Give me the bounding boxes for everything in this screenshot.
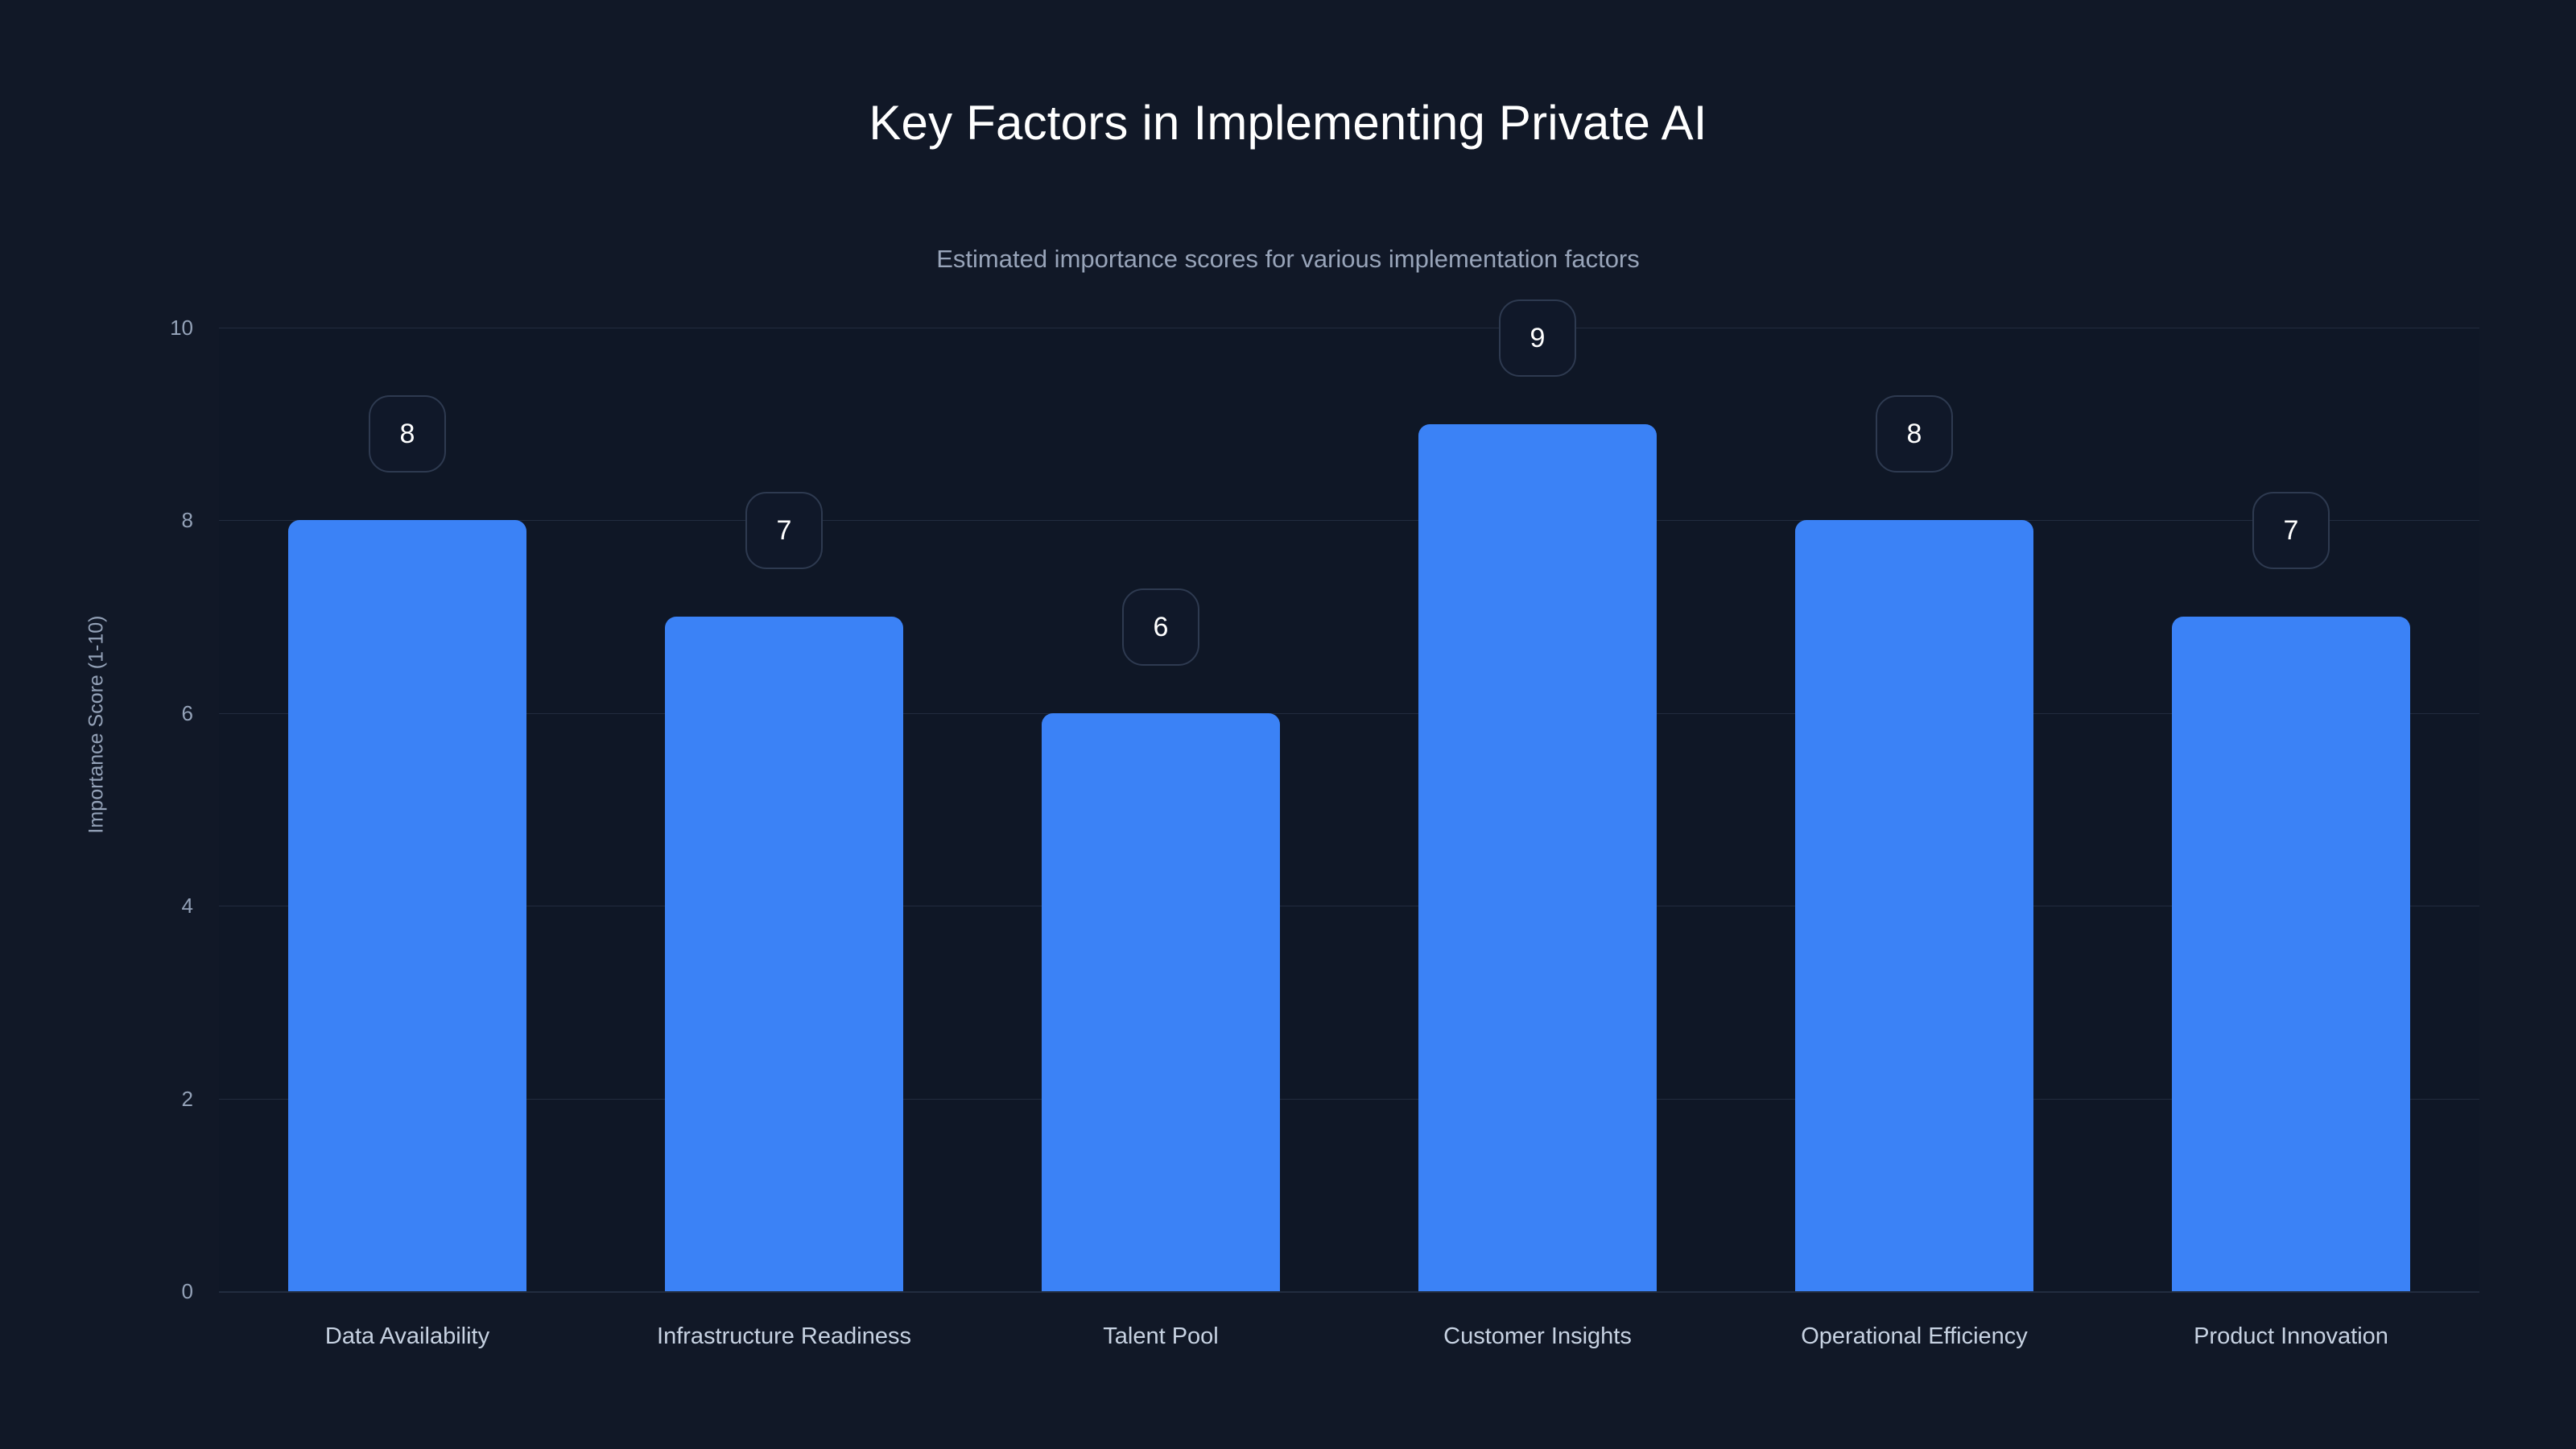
x-axis-tick-label: Customer Insights bbox=[1443, 1323, 1632, 1349]
bar[interactable] bbox=[1795, 520, 2033, 1291]
bar-value-badge: 8 bbox=[1876, 395, 1953, 473]
x-axis-tick-label: Talent Pool bbox=[1103, 1323, 1219, 1349]
bar-value-badge: 6 bbox=[1122, 588, 1199, 666]
x-axis-tick-label: Data Availability bbox=[324, 1323, 490, 1349]
y-axis-tick-label: 6 bbox=[181, 700, 193, 725]
gridline bbox=[219, 520, 2479, 522]
bar[interactable] bbox=[288, 520, 526, 1291]
y-axis-tick-labels: 0 2 4 6 8 10 bbox=[80, 0, 193, 1449]
plot-area bbox=[219, 328, 2479, 1292]
bar[interactable] bbox=[1418, 423, 1657, 1291]
chart-title: Key Factors in Implementing Private AI bbox=[869, 96, 1707, 150]
x-axis-line bbox=[219, 1291, 2479, 1293]
bar[interactable] bbox=[2172, 617, 2410, 1291]
y-axis-tick-label: 10 bbox=[170, 316, 193, 340]
y-axis-tick-label: 2 bbox=[181, 1086, 193, 1111]
y-axis-tick-label: 4 bbox=[181, 894, 193, 919]
chart-subtitle: Estimated importance scores for various … bbox=[936, 245, 1640, 273]
bar-value-badge: 7 bbox=[2252, 492, 2330, 570]
bar-value-badge: 7 bbox=[745, 492, 823, 570]
y-axis-tick-label: 0 bbox=[181, 1279, 193, 1303]
x-axis-tick-label: Infrastructure Readiness bbox=[657, 1323, 911, 1349]
bar-value-badge: 8 bbox=[369, 395, 446, 473]
gridline bbox=[219, 1098, 2479, 1100]
bar[interactable] bbox=[1042, 712, 1280, 1291]
gridline bbox=[219, 712, 2479, 714]
bar-value-badge: 9 bbox=[1499, 299, 1576, 377]
bar[interactable] bbox=[665, 617, 903, 1291]
y-axis-tick-label: 8 bbox=[181, 508, 193, 533]
x-axis-tick-label: Product Innovation bbox=[2194, 1323, 2388, 1349]
x-axis-tick-label: Operational Efficiency bbox=[1801, 1323, 2028, 1349]
